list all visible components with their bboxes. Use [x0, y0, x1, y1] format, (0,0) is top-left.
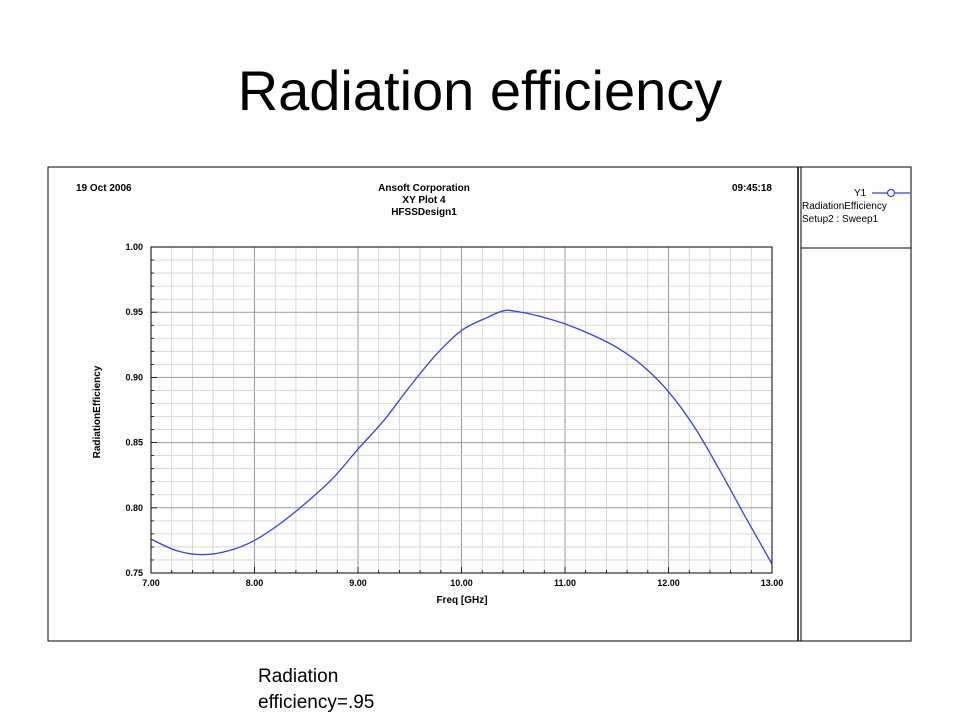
slide-title: Radiation efficiency — [237, 59, 723, 122]
y-tick-label: 1.00 — [125, 242, 143, 252]
legend-axis-label: Y1 — [854, 188, 867, 199]
chart-date: 19 Oct 2006 — [76, 183, 132, 194]
chart-time: 09:45:18 — [732, 183, 772, 194]
x-tick-label: 12.00 — [657, 578, 680, 588]
y-tick-label: 0.95 — [125, 307, 143, 317]
x-tick-label: 13.00 — [761, 578, 784, 588]
y-tick-label: 0.75 — [125, 568, 143, 578]
x-axis-label: Freq [GHz] — [436, 595, 487, 606]
legend-marker-icon — [886, 188, 896, 198]
y-tick-label: 0.85 — [125, 438, 143, 448]
legend-entry-setup: Setup2 : Sweep1 — [802, 214, 879, 225]
y-tick-label: 0.80 — [125, 503, 143, 513]
y-tick-label: 0.90 — [125, 372, 143, 382]
chart-design: HFSSDesign1 — [391, 207, 457, 218]
series-line-radiation-efficiency — [150, 309, 773, 565]
caption-line-2: efficiency=.95 — [258, 692, 375, 713]
plot-area-border — [150, 246, 773, 574]
x-tick-label: 10.00 — [450, 578, 473, 588]
plot-frame — [47, 166, 912, 642]
caption: Radiation efficiency=.95 — [258, 664, 374, 716]
y-axis-label: RadiationEfficiency — [92, 365, 103, 458]
legend-entry-name: RadiationEfficiency — [802, 201, 887, 212]
chart-plot-name: XY Plot 4 — [402, 195, 446, 206]
chart-company: Ansoft Corporation — [378, 183, 470, 194]
x-tick-label: 8.00 — [246, 578, 264, 588]
x-tick-label: 7.00 — [142, 578, 160, 588]
x-tick-label: 11.00 — [554, 578, 576, 588]
x-tick-label: 9.00 — [349, 578, 367, 588]
caption-line-1: Radiation — [258, 666, 339, 687]
